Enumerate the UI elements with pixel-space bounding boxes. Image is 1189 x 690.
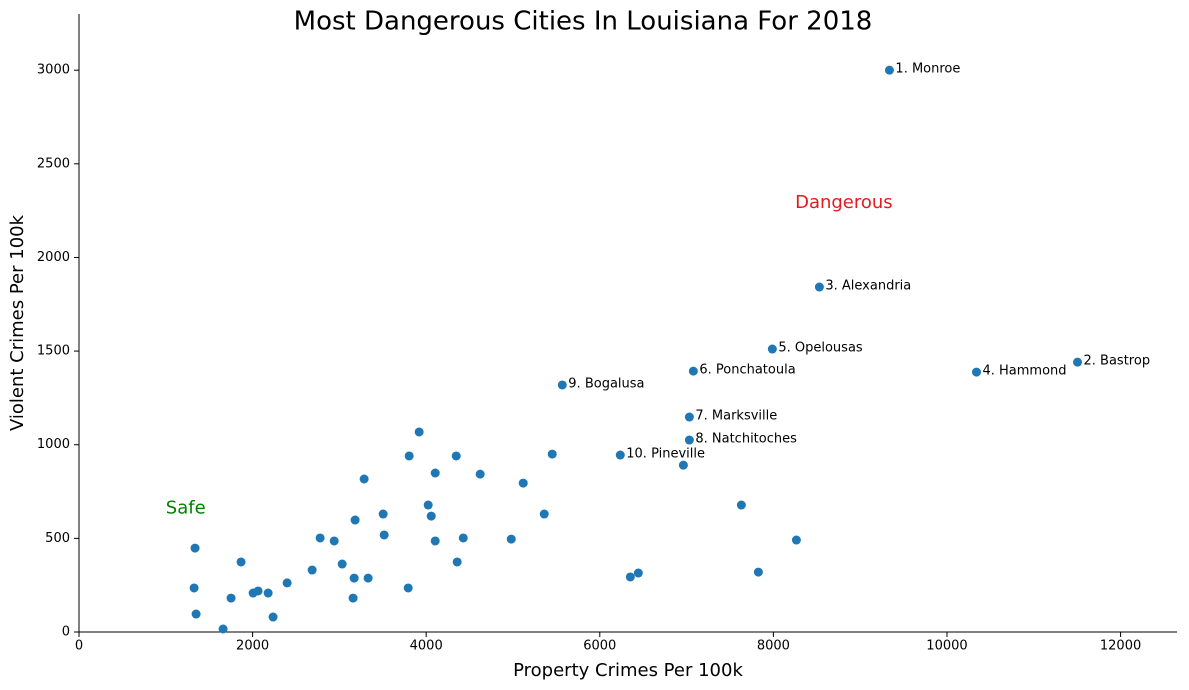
y-tick-label: 3000	[37, 63, 70, 78]
point	[348, 593, 358, 603]
point	[268, 612, 278, 622]
point	[688, 366, 698, 376]
x-tick-label: 10000	[926, 639, 967, 654]
point	[404, 451, 414, 461]
y-tick-label: 0	[62, 625, 70, 640]
point	[557, 380, 567, 390]
point	[349, 573, 359, 583]
point	[191, 609, 201, 619]
point	[971, 367, 981, 377]
point	[263, 588, 273, 598]
y-tick-label: 1500	[37, 344, 70, 359]
annotation: Safe	[166, 497, 206, 518]
y-tick-label: 500	[45, 531, 70, 546]
x-tick-label: 12000	[1100, 639, 1141, 654]
point-label: 9. Bogalusa	[568, 376, 644, 391]
point-label: 4. Hammond	[982, 364, 1066, 379]
annotation: Dangerous	[795, 192, 893, 213]
point	[767, 344, 777, 354]
x-axis-label: Property Crimes Per 100k	[513, 660, 743, 681]
y-axis-label: Violent Crimes Per 100k	[7, 214, 28, 431]
point-label: 8. Natchitoches	[695, 432, 797, 447]
point	[547, 449, 557, 459]
point	[329, 536, 339, 546]
point	[350, 515, 360, 525]
point	[736, 500, 746, 510]
point	[337, 559, 347, 569]
point	[615, 450, 625, 460]
x-tick-label: 8000	[757, 639, 790, 654]
x-tick-label: 6000	[583, 639, 616, 654]
point-label: 5. Opelousas	[778, 341, 863, 356]
point	[226, 593, 236, 603]
point	[363, 573, 373, 583]
point	[189, 583, 199, 593]
point	[307, 565, 317, 575]
point	[430, 468, 440, 478]
point	[379, 530, 389, 540]
point	[403, 583, 413, 593]
point	[451, 451, 461, 461]
point-label: 10. Pineville	[626, 447, 705, 462]
point-label: 2. Bastrop	[1084, 354, 1151, 369]
point	[814, 282, 824, 292]
point	[678, 460, 688, 470]
point	[1073, 357, 1083, 367]
point-label: 7. Marksville	[695, 409, 777, 424]
point	[884, 65, 894, 75]
x-tick-label: 0	[75, 639, 83, 654]
point	[378, 509, 388, 519]
x-tick-label: 4000	[410, 639, 443, 654]
point	[539, 509, 549, 519]
point	[426, 511, 436, 521]
point	[452, 557, 462, 567]
point	[791, 535, 801, 545]
chart-title: Most Dangerous Cities In Louisiana For 2…	[294, 7, 873, 37]
point	[625, 572, 635, 582]
point	[506, 534, 516, 544]
point	[458, 533, 468, 543]
point	[218, 624, 228, 634]
point	[359, 474, 369, 484]
point	[253, 586, 263, 596]
point	[236, 557, 246, 567]
point	[633, 568, 643, 578]
point	[475, 469, 485, 479]
y-tick-label: 1000	[37, 437, 70, 452]
y-tick-label: 2500	[37, 156, 70, 171]
y-tick-label: 2000	[37, 250, 70, 265]
point	[518, 478, 528, 488]
point-label: 3. Alexandria	[825, 279, 911, 294]
point	[414, 427, 424, 437]
point	[282, 578, 292, 588]
point	[684, 412, 694, 422]
point	[315, 533, 325, 543]
point	[190, 543, 200, 553]
point-label: 1. Monroe	[895, 62, 960, 77]
point	[684, 435, 694, 445]
point-label: 6. Ponchatoula	[699, 363, 795, 378]
point	[753, 567, 763, 577]
point	[423, 500, 433, 510]
point	[430, 536, 440, 546]
x-tick-label: 2000	[236, 639, 269, 654]
